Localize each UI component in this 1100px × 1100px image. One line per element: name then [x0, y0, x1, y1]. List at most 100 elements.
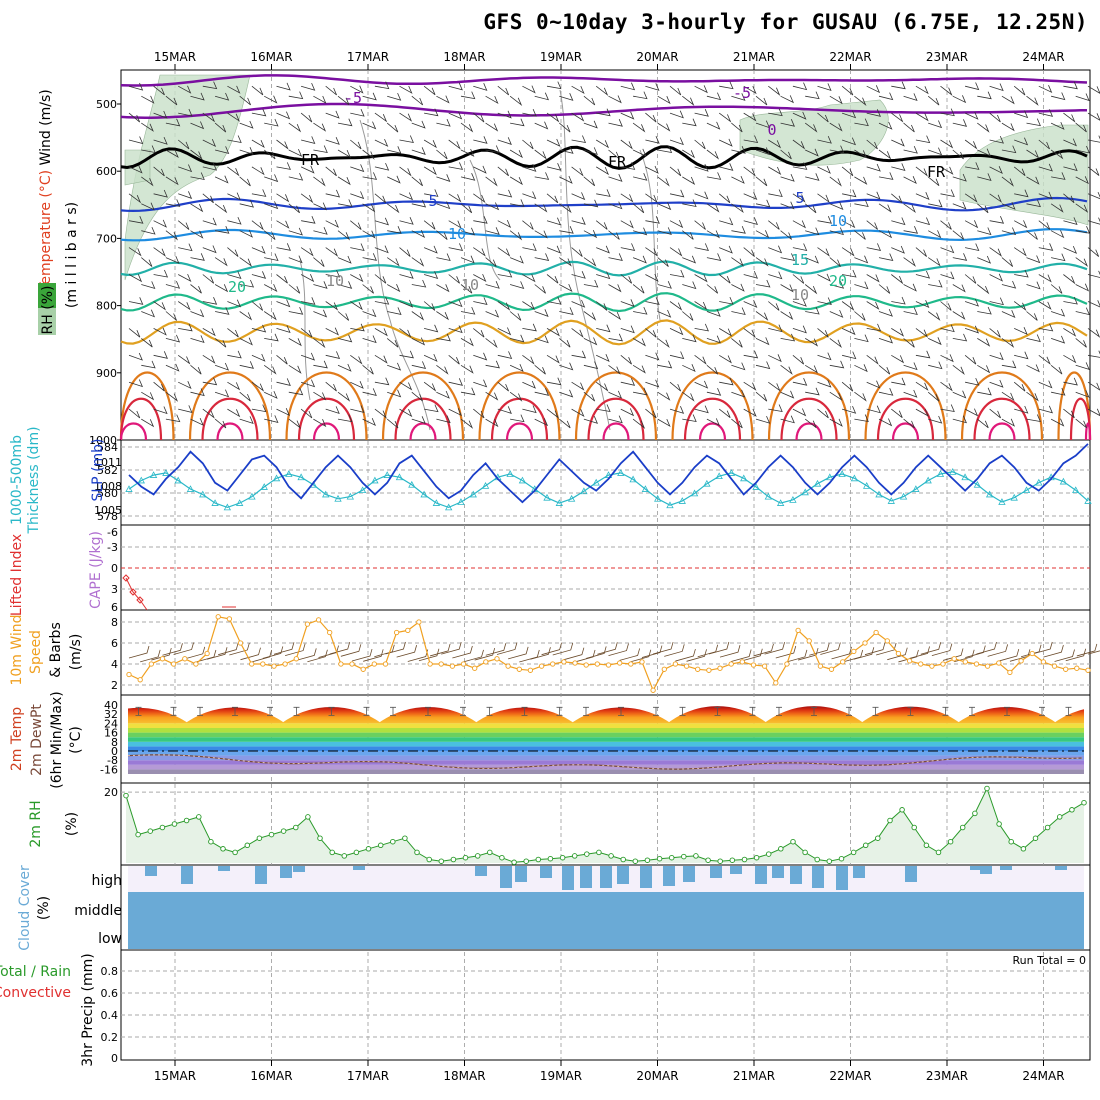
wind-barb	[497, 247, 511, 257]
wind-barb	[202, 139, 217, 148]
wind-barb	[928, 120, 943, 129]
wind-barb-10m	[619, 648, 641, 661]
wind-barb	[583, 230, 598, 239]
wind-barb	[190, 335, 205, 344]
wind-barb	[497, 137, 512, 145]
temp-whisker	[907, 706, 914, 716]
wind-barb	[915, 300, 930, 308]
wind-barb	[743, 299, 758, 308]
wind-barb	[337, 230, 351, 241]
cloud-high-bar	[730, 866, 742, 874]
wind-speed-marker	[951, 656, 957, 662]
wind-barb	[817, 112, 829, 123]
wind-barb	[177, 301, 191, 311]
wind-barb	[251, 245, 266, 254]
temp-whisker	[1004, 706, 1010, 716]
wind-barb	[190, 253, 205, 261]
wind-barb	[337, 95, 350, 106]
rh-marker	[644, 857, 651, 863]
wind-barb	[977, 418, 989, 429]
contour-label: 10	[461, 276, 479, 294]
wind-barb	[780, 149, 792, 160]
wind-barb	[214, 257, 228, 267]
wind-barb	[411, 391, 423, 402]
wind-barb	[460, 306, 476, 315]
wind-barb	[694, 163, 709, 172]
temp-diurnal-fill	[128, 706, 1084, 724]
wind-barb	[817, 165, 831, 174]
thickness-marker	[863, 482, 871, 489]
contour-label: FR	[927, 163, 946, 181]
wind-barb	[595, 166, 610, 176]
wind-barb	[620, 139, 633, 150]
wind-barb	[362, 92, 377, 101]
date-label-bottom: 17MAR	[347, 1069, 389, 1083]
wind-barb	[1013, 301, 1027, 311]
wind-barb	[325, 219, 339, 228]
wind-barb	[325, 381, 337, 392]
wind-barb	[694, 220, 706, 230]
wind-barb	[940, 85, 953, 96]
wind-barb	[891, 274, 904, 285]
wind-barb	[1063, 193, 1075, 204]
rh-marker	[402, 835, 408, 841]
rh-marker	[1069, 807, 1075, 813]
frame-precip	[120, 949, 1091, 1061]
contour-label: 0	[767, 121, 776, 139]
wind-barb	[682, 255, 697, 264]
wind-barb-10m	[686, 649, 707, 662]
wind-barb	[251, 189, 267, 197]
wind-barb	[1026, 334, 1041, 343]
wind-barb	[251, 85, 264, 96]
wind-barb	[288, 148, 303, 157]
wind-barb	[411, 361, 427, 369]
cloud-high-bar	[580, 866, 592, 888]
wind-barb	[448, 408, 462, 417]
cloud-high-bar	[617, 866, 629, 884]
thickness-marker	[248, 492, 256, 500]
wind-barb	[878, 364, 891, 375]
wind-barb	[964, 220, 979, 229]
wind-barb-10m	[931, 643, 953, 656]
wind-barb	[546, 274, 559, 284]
rh-contour	[299, 259, 311, 401]
wind-barb-10m	[563, 647, 585, 661]
rh-marker	[511, 859, 517, 866]
wind-barb	[374, 193, 387, 204]
surface-isotherm-dome	[119, 371, 175, 441]
wind-barb	[952, 119, 968, 127]
wind-barb	[141, 418, 155, 428]
wind-speed-marker	[371, 661, 377, 667]
wind-barb	[792, 325, 807, 334]
wind-barb	[485, 391, 499, 401]
wind-barb	[571, 408, 585, 418]
wind-barb	[780, 95, 794, 104]
contour-label: 20	[829, 272, 847, 290]
wind-barb	[731, 175, 745, 184]
rh-marker	[802, 849, 808, 856]
wind-barb	[620, 193, 634, 203]
wind-barb	[571, 85, 585, 95]
wind-speed-marker	[761, 663, 768, 669]
temp-tick-label: -16	[100, 763, 118, 776]
wind-barb	[424, 404, 439, 413]
wind-barb	[165, 95, 178, 106]
wind-barb	[1026, 230, 1038, 240]
wind-barb	[460, 148, 475, 157]
wind-barb	[534, 92, 549, 101]
wind-barb	[1013, 247, 1027, 257]
wind-barb	[1001, 95, 1015, 105]
wind-barb	[350, 354, 363, 365]
rh-marker	[220, 846, 226, 852]
frame-wind	[120, 609, 1091, 696]
wind-barb	[940, 108, 955, 117]
wind-barb	[546, 193, 559, 204]
wind-barb	[522, 220, 534, 230]
wind-barb	[374, 408, 387, 419]
wind-barb	[1026, 281, 1041, 290]
wind-barb	[399, 408, 413, 418]
wind-barb	[153, 85, 165, 96]
wind-barb	[768, 271, 783, 280]
rh-marker	[681, 853, 687, 860]
wind-barb	[227, 247, 239, 257]
